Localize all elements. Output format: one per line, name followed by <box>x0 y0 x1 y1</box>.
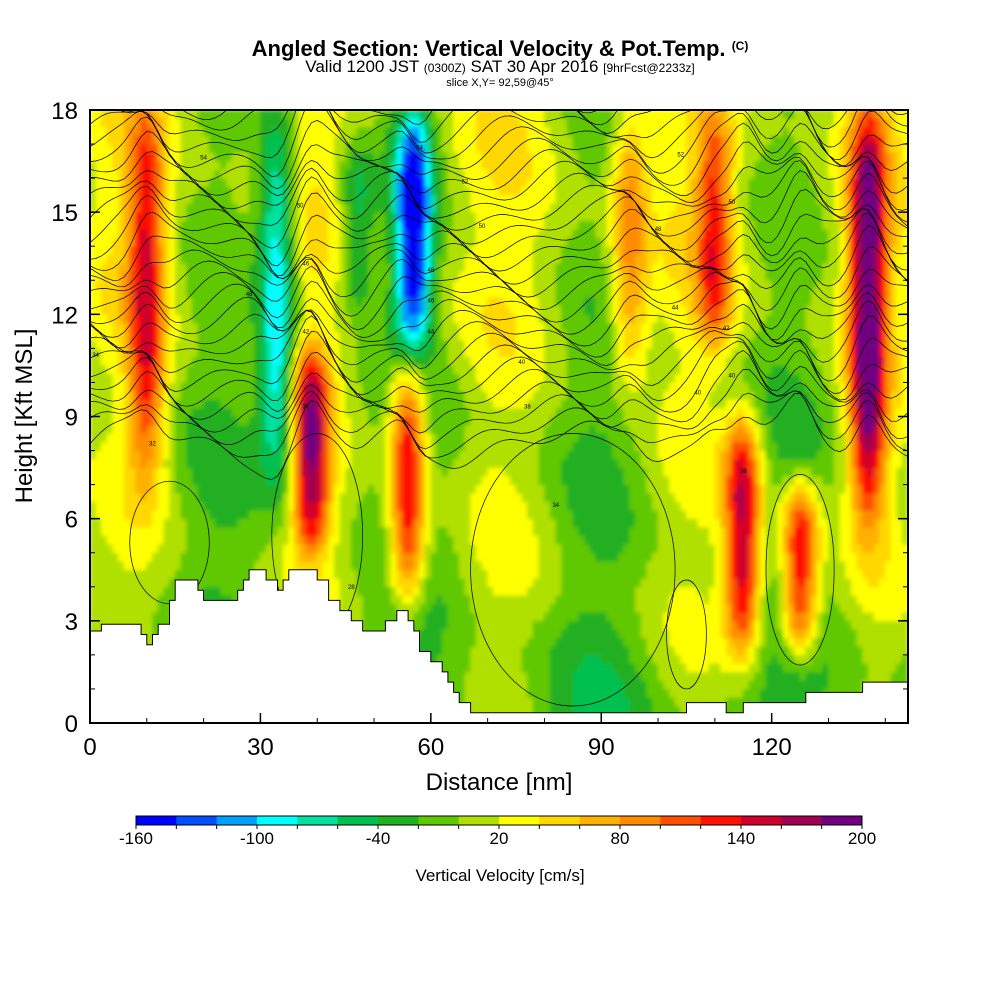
contour-label: 50 <box>479 224 486 230</box>
valid-local: Valid 1200 JST <box>305 57 419 76</box>
colorbar-tick-label: 80 <box>611 829 630 848</box>
contour-label: 38 <box>524 404 531 410</box>
colorbar-swatch <box>418 816 459 825</box>
y-tick-label: 9 <box>65 405 78 432</box>
x-tick-label: 60 <box>417 734 444 761</box>
contour-label: 44 <box>672 306 679 312</box>
colorbar-label: Vertical Velocity [cm/s] <box>415 866 584 885</box>
valid-date: SAT 30 Apr 2016 <box>470 57 599 76</box>
contour-label: 52 <box>677 152 684 158</box>
colorbar-swatch <box>176 816 217 825</box>
terrain-mask <box>89 569 909 724</box>
y-tick-label: 15 <box>51 200 78 227</box>
contour-label: 32 <box>149 442 156 448</box>
chart-title: Angled Section: Vertical Velocity & Pot.… <box>0 36 1000 62</box>
title-main: Angled Section: Vertical Velocity & Pot.… <box>251 36 726 61</box>
colorbar-swatch <box>579 816 621 825</box>
colorbar-swatch <box>257 816 298 825</box>
colorbar-tick-label: -160 <box>119 829 153 848</box>
contour-label: 52 <box>462 180 469 186</box>
colorbar-swatch <box>741 816 782 825</box>
colorbar-tick-label: -100 <box>240 829 274 848</box>
x-tick-label: 120 <box>752 734 792 761</box>
title-unit: (C) <box>731 39 749 53</box>
x-tick-label: 0 <box>83 734 96 761</box>
valid-utc: (0300Z) <box>423 61 466 75</box>
contour-label: 48 <box>655 227 662 233</box>
y-tick-label: 12 <box>51 302 78 329</box>
contour-label: 44 <box>427 329 434 335</box>
y-tick-label: 0 <box>65 711 78 738</box>
colorbar: -160 -100 -40 20 80 140 200 <box>119 815 876 848</box>
contour-label: 54 <box>416 145 423 151</box>
colorbar-tick-label: 20 <box>490 829 509 848</box>
contour-label: 46 <box>303 261 310 267</box>
colorbar-swatch <box>297 816 338 825</box>
theta-contours <box>90 110 908 707</box>
colorbar-swatch <box>700 816 742 825</box>
colorbar-tick-label: -40 <box>366 829 391 848</box>
contour-label: 40 <box>694 391 701 397</box>
colorbar-tick-label: 140 <box>727 829 755 848</box>
colorbar-swatch <box>821 816 863 825</box>
contour-label: 50 <box>729 200 736 206</box>
contour-label: 50 <box>297 203 304 209</box>
colorbar-swatch <box>620 816 661 825</box>
colorbar-swatch <box>781 816 822 825</box>
contour-label: 48 <box>427 268 434 274</box>
y-axis-label: Height [Kft MSL] <box>11 329 38 504</box>
colorbar-swatch <box>539 816 580 825</box>
y-tick-label: 6 <box>65 507 78 534</box>
y-tick-label: 3 <box>65 609 78 636</box>
contour-label: 36 <box>740 469 747 475</box>
colorbar-swatch <box>660 816 701 825</box>
colorbar-swatch <box>458 816 500 825</box>
contour-labels: 34 32 54 48 50 46 42 36 54 48 46 44 52 50 40 38 34 28 48 52… <box>92 145 747 590</box>
contour-label: 28 <box>348 585 355 591</box>
contour-label: 42 <box>303 329 310 335</box>
x-axis: 0 30 60 90 120 <box>83 713 886 761</box>
contour-label: 40 <box>729 374 736 380</box>
x-axis-label: Distance [nm] <box>426 769 573 796</box>
contour-label: 34 <box>92 353 99 359</box>
contour-label: 48 <box>246 292 253 298</box>
valid-time-line: Valid 1200 JST (0300Z) SAT 30 Apr 2016 [… <box>0 58 1000 77</box>
contour-label: 36 <box>303 404 310 410</box>
x-tick-label: 30 <box>247 734 274 761</box>
x-tick-label: 90 <box>588 734 615 761</box>
colorbar-swatch <box>378 816 419 825</box>
contour-label: 34 <box>552 503 559 509</box>
contour-label: 54 <box>200 156 207 162</box>
colorbar-tick-label: 200 <box>848 829 876 848</box>
forecast-info: [9hrFcst@2233z] <box>603 61 695 75</box>
colorbar-swatch <box>136 816 177 825</box>
contour-label: 40 <box>518 360 525 366</box>
contour-label: 46 <box>427 299 434 305</box>
contour-label: 42 <box>723 326 730 332</box>
slice-info: slice X,Y= 92,59@45° <box>446 77 554 89</box>
colorbar-swatch <box>499 816 540 825</box>
colorbar-swatch <box>216 816 258 825</box>
y-tick-label: 18 <box>51 98 78 125</box>
colorbar-swatch <box>337 816 379 825</box>
